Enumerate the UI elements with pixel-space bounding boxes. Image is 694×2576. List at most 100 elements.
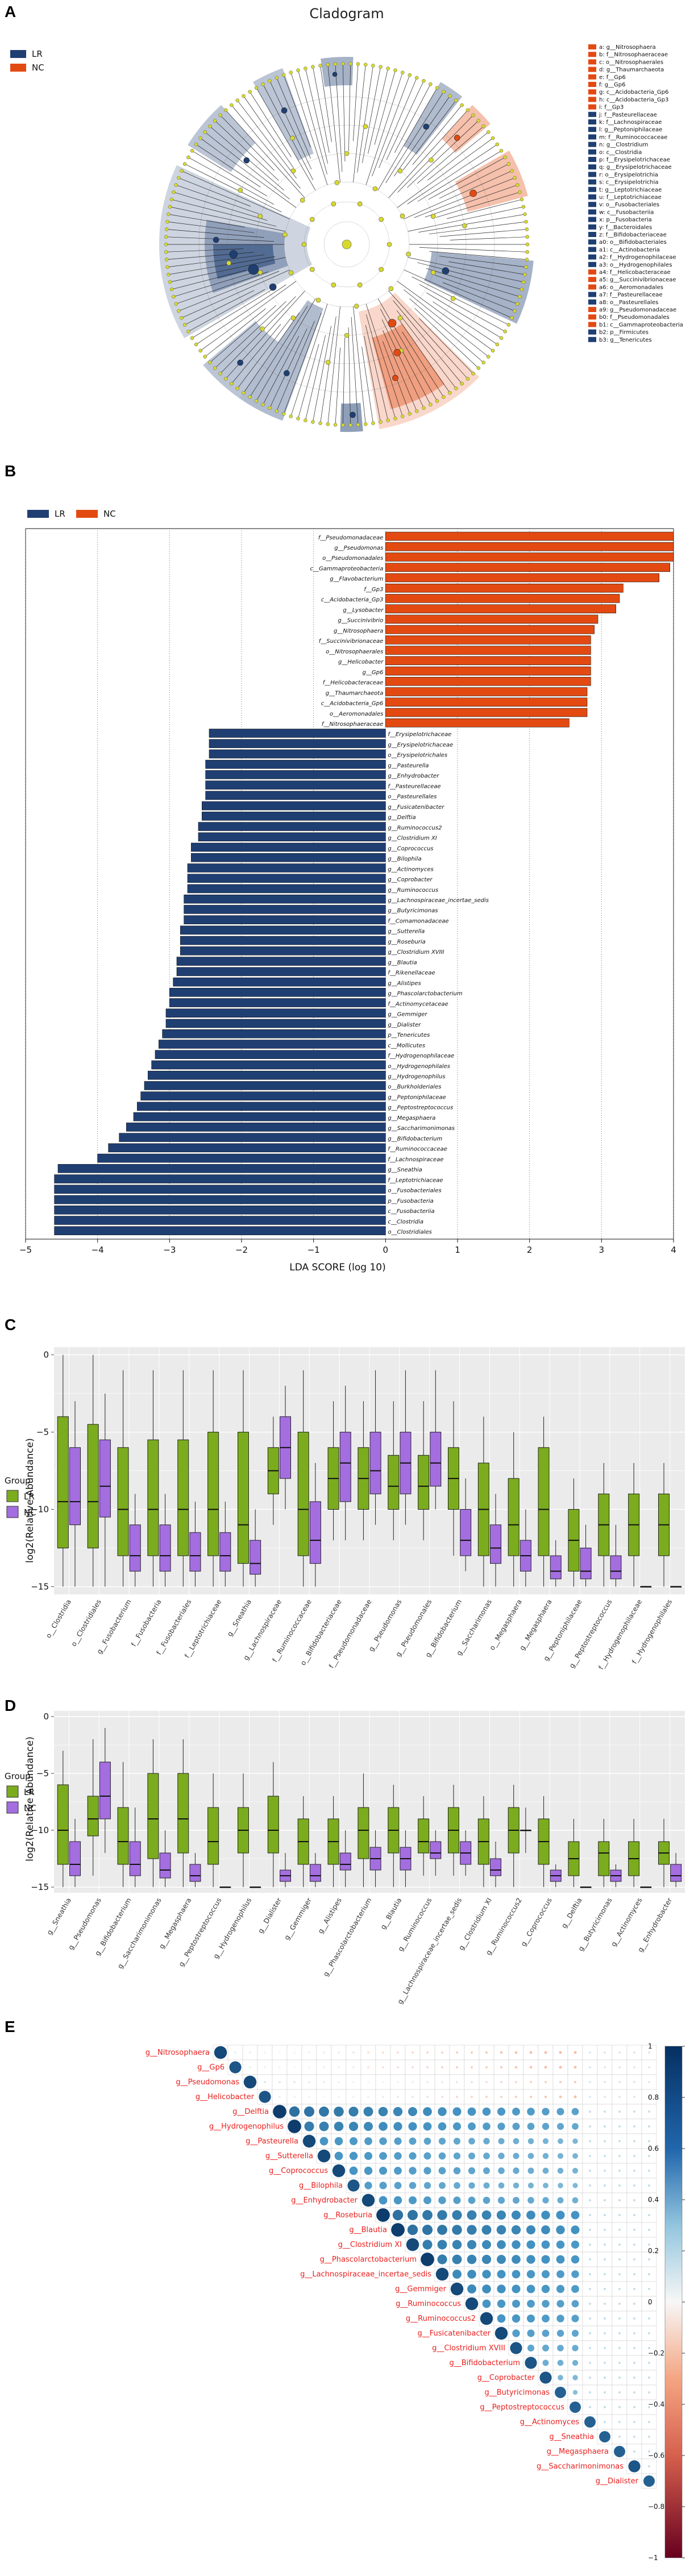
corr-row-label: g__Bifidobacterium xyxy=(450,2359,521,2367)
corr-circle xyxy=(559,2066,562,2069)
lda-bar-label: g__Dialister xyxy=(388,1022,421,1028)
box-lr xyxy=(57,1416,69,1548)
cladogram-branch xyxy=(439,164,509,199)
corr-row-label: g__Sneathia xyxy=(549,2433,594,2441)
cladogram-node xyxy=(388,286,394,292)
corr-circle xyxy=(453,2152,461,2160)
cladogram-leaf-node xyxy=(194,342,198,347)
taxa-legend-label: a3: o__Hydrogenophilales xyxy=(599,262,672,268)
corr-circle xyxy=(529,2095,533,2099)
cladogram-branch xyxy=(365,304,403,417)
box-nc xyxy=(489,1858,502,1876)
corr-circle xyxy=(556,2240,565,2249)
cladogram-branch xyxy=(412,105,462,165)
lda-bar xyxy=(385,687,588,696)
legend-swatch-lr xyxy=(6,1490,19,1502)
cladogram-leaf-node xyxy=(429,82,433,86)
lda-bar xyxy=(198,832,386,842)
corr-circle xyxy=(527,2182,534,2189)
corr-circle xyxy=(648,2273,650,2275)
corr-circle xyxy=(572,2183,578,2188)
taxa-legend-label: q: g__Erysipelotrichaceae xyxy=(599,164,672,171)
corr-circle xyxy=(604,2258,606,2261)
cladogram-branch xyxy=(335,64,343,172)
corr-circle xyxy=(378,2106,388,2117)
corr-circle xyxy=(423,2196,431,2204)
corr-row-label: g__Bilophila xyxy=(299,2182,343,2190)
taxa-legend-swatch xyxy=(588,67,596,72)
corr-circle xyxy=(394,2137,402,2145)
corr-row-label: g__Phascolarctobacterium xyxy=(320,2255,417,2264)
corr-circle xyxy=(364,2166,373,2175)
corr-circle xyxy=(293,2066,296,2068)
x-tick-label: g__Gemmiger xyxy=(282,1896,313,1941)
corr-circle xyxy=(308,2081,310,2083)
cladogram-branch xyxy=(402,100,456,171)
corr-circle xyxy=(648,2110,650,2113)
taxa-legend-label: w: c__Fusobacteriia xyxy=(599,209,654,215)
corr-circle xyxy=(648,2155,650,2157)
cladogram-leaf-node xyxy=(172,190,176,194)
cladogram-node xyxy=(334,180,340,185)
corr-circle xyxy=(279,2081,281,2083)
corr-circle xyxy=(544,2095,547,2099)
corr-circle xyxy=(423,2152,431,2160)
corr-circle xyxy=(604,2184,606,2187)
lda-bar xyxy=(205,780,386,790)
corr-circle xyxy=(648,2288,650,2290)
corr-circle xyxy=(482,2299,491,2308)
cladogram-branch xyxy=(200,138,297,208)
cladogram-branch xyxy=(320,316,336,423)
cladogram-leaf-node xyxy=(371,421,375,425)
corr-circle xyxy=(513,2167,520,2174)
cladogram-branch xyxy=(429,251,527,260)
corr-circle xyxy=(497,2196,505,2204)
cladogram-branch xyxy=(225,110,305,198)
corr-circle xyxy=(348,2121,359,2132)
corr-row-label: g__Lachnospiraceae_incertae_sedis xyxy=(300,2270,431,2279)
lda-bar-label: f__Comamonadaceae xyxy=(388,918,448,924)
taxa-legend-swatch xyxy=(588,134,596,140)
lda-bar xyxy=(151,1060,386,1070)
corr-circle xyxy=(338,2081,340,2083)
biomarker-node-lr xyxy=(332,72,338,77)
cladogram-leaf-node xyxy=(348,61,352,66)
corr-circle xyxy=(618,2051,621,2054)
cladogram-branch xyxy=(368,68,388,154)
cladogram-branch xyxy=(205,308,266,357)
corr-circle xyxy=(441,2081,443,2083)
corr-circle xyxy=(497,2240,506,2249)
cladogram-branch xyxy=(426,292,502,339)
cladogram-leaf-node xyxy=(341,61,345,66)
cladogram-leaf-node xyxy=(208,124,212,128)
corr-circle xyxy=(545,2081,547,2083)
lda-tick-label: −4 xyxy=(92,1245,104,1255)
cladogram-branch xyxy=(168,256,275,275)
corr-circle xyxy=(485,2096,488,2098)
corr-circle xyxy=(422,2210,433,2220)
corr-circle xyxy=(604,2391,606,2394)
corr-circle xyxy=(618,2273,621,2275)
cladogram-leaf-node xyxy=(386,67,390,70)
taxa-legend-label: e: f__Gp6 xyxy=(599,74,626,81)
cladogram-branch xyxy=(353,64,359,142)
cladogram-branch xyxy=(381,319,424,408)
colorbar-tick-label: 0.2 xyxy=(648,2247,659,2255)
corr-circle xyxy=(604,2288,606,2290)
cladogram-leaf-node xyxy=(318,64,322,68)
cladogram-leaf-node xyxy=(182,162,187,166)
corr-circle xyxy=(556,2315,564,2322)
corr-circle xyxy=(558,2183,563,2188)
corr-circle xyxy=(512,2240,521,2249)
box-nc xyxy=(129,1841,141,1876)
box-lr xyxy=(147,1439,159,1556)
cladogram-branch xyxy=(243,95,294,168)
x-tick-label: g__Saccharimonas xyxy=(455,1598,493,1657)
corr-circle xyxy=(541,2211,550,2220)
corr-circle xyxy=(456,2081,458,2083)
cladogram-leaf-node xyxy=(516,183,520,187)
cladogram-node xyxy=(331,201,336,206)
cladogram-leaf-node xyxy=(491,136,495,140)
cladogram-branch xyxy=(404,289,489,357)
cladogram-leaf-node xyxy=(223,108,228,112)
